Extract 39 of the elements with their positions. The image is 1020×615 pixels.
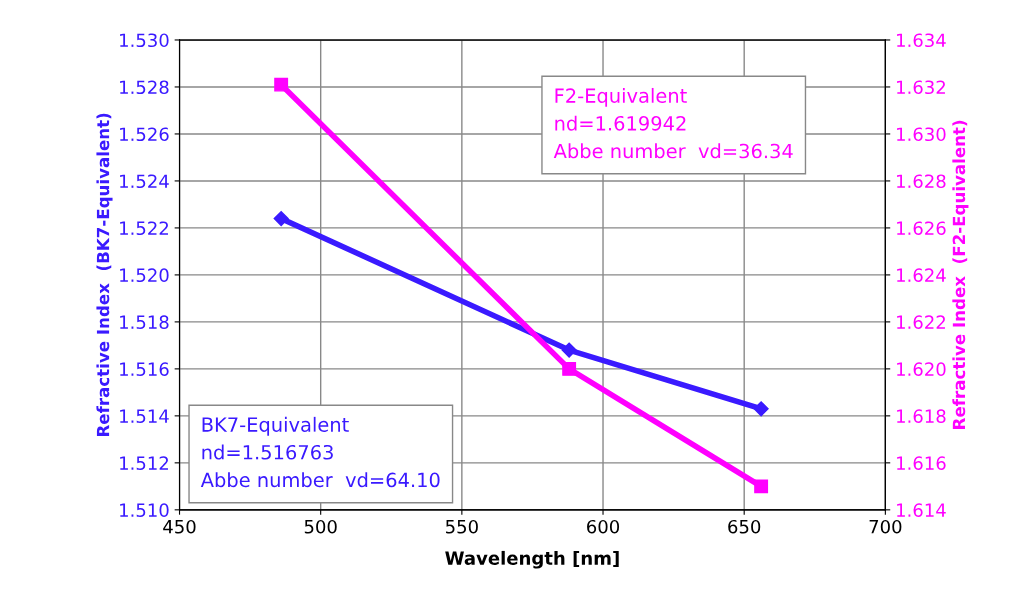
point [273,210,289,227]
x-tick-label: 700 [869,519,902,534]
y-tick-label: 1.510 [120,503,169,517]
x-axis-title: Wavelength [nm] [445,550,619,569]
y-tick-label: 1.512 [120,456,168,470]
y2-tick-label: 1.626 [897,221,946,236]
y2-tick-label: 1.622 [897,315,945,330]
point [274,77,289,92]
point [754,479,769,494]
y-tick-label: 1.518 [120,315,169,330]
y2-tick-label: 1.630 [897,127,946,142]
y2-axis-title: Refractive Index (F2-Equivalent) [952,120,969,429]
y-tick-label: 1.514 [120,409,169,423]
y2-tick-label: 1.628 [897,174,946,189]
point [562,361,577,376]
y-tick-label: 1.516 [120,362,169,376]
annotation: BK7-Equivalent nd=1.516763 Abbe number vd=64.10 [200,416,440,488]
y2-tick-label: 1.616 [897,456,946,470]
y2-tick-label: 1.632 [897,80,945,95]
x-tick-label: 600 [587,519,620,534]
y-axis-title: Refractive Index (BK7-Equivalent) [96,113,113,436]
y-tick-label: 1.524 [120,174,169,189]
y2-tick-label: 1.614 [897,503,946,517]
y-tick-label: 1.528 [120,80,169,95]
x-tick-label: 450 [163,519,196,534]
y-tick-label: 1.526 [120,127,169,142]
x-tick-label: 550 [446,519,478,534]
point [753,401,769,417]
y2-tick-label: 1.624 [897,268,946,283]
y2-tick-label: 1.620 [897,362,946,376]
y-tick-label: 1.522 [120,221,168,236]
point [561,342,577,358]
y2-tick-label: 1.634 [897,33,946,48]
y-tick-label: 1.530 [120,33,169,48]
x-tick-label: 500 [304,519,337,534]
annotation: F2-Equivalent nd=1.619942 Abbe number vd=36.34 [553,87,793,159]
y-tick-label: 1.520 [120,268,169,283]
x-tick-label: 650 [728,519,761,534]
y2-tick-label: 1.618 [897,409,946,423]
